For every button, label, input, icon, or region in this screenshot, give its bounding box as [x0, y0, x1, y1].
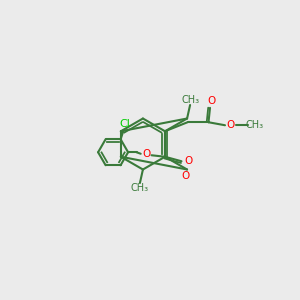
- Text: Cl: Cl: [119, 119, 130, 129]
- Text: O: O: [142, 149, 150, 159]
- Text: O: O: [207, 96, 216, 106]
- Text: CH₃: CH₃: [130, 183, 148, 193]
- Text: O: O: [184, 156, 192, 166]
- Text: O: O: [182, 171, 190, 181]
- Text: O: O: [226, 120, 235, 130]
- Text: CH₃: CH₃: [245, 120, 263, 130]
- Text: CH₃: CH₃: [182, 95, 200, 105]
